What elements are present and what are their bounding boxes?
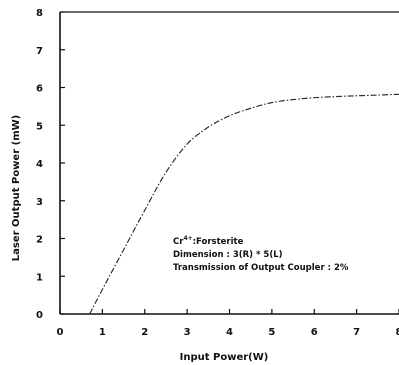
output-power-curve xyxy=(89,93,399,315)
x-tick-label: 8 xyxy=(396,327,399,338)
x-tick-label: 3 xyxy=(184,327,191,338)
y-tick-label: 3 xyxy=(36,197,43,208)
series xyxy=(89,93,399,315)
annotation-material-superscript: 4+ xyxy=(183,235,192,242)
x-tick-label: 2 xyxy=(141,327,148,338)
y-tick-label: 7 xyxy=(36,46,43,57)
annotation-output-coupler: Transmission of Output Coupler : 2% xyxy=(173,263,349,273)
annotation-material-base: Cr xyxy=(173,237,184,247)
annotation-block: Cr4+:Forsterite Dimension : 3(R) * 5(L) … xyxy=(173,235,349,273)
y-tick-label: 8 xyxy=(36,8,43,19)
annotation-dimension: Dimension : 3(R) * 5(L) xyxy=(173,250,283,260)
y-tick-label: 5 xyxy=(36,121,43,132)
x-tick-label: 4 xyxy=(226,327,233,338)
x-tick-label: 6 xyxy=(311,327,318,338)
x-axis-title: Input Power(W) xyxy=(180,352,269,363)
y-tick-label: 0 xyxy=(36,310,43,321)
y-axis-title: Laser Output Power (mW) xyxy=(11,115,22,261)
x-tick-label: 5 xyxy=(268,327,275,338)
annotation-material: Cr4+:Forsterite xyxy=(173,235,244,247)
x-tick-label: 0 xyxy=(57,327,64,338)
y-tick-label: 6 xyxy=(36,84,43,95)
annotation-material-name: :Forsterite xyxy=(193,237,244,247)
y-tick-label: 2 xyxy=(36,235,43,246)
x-tick-label: 1 xyxy=(99,327,106,338)
y-tick-label: 4 xyxy=(36,159,43,170)
x-tick-label: 7 xyxy=(353,327,360,338)
ticks: 0 1 2 3 4 5 6 7 8 0 1 2 3 4 5 6 7 8 xyxy=(36,8,399,338)
y-tick-label: 1 xyxy=(36,272,43,283)
